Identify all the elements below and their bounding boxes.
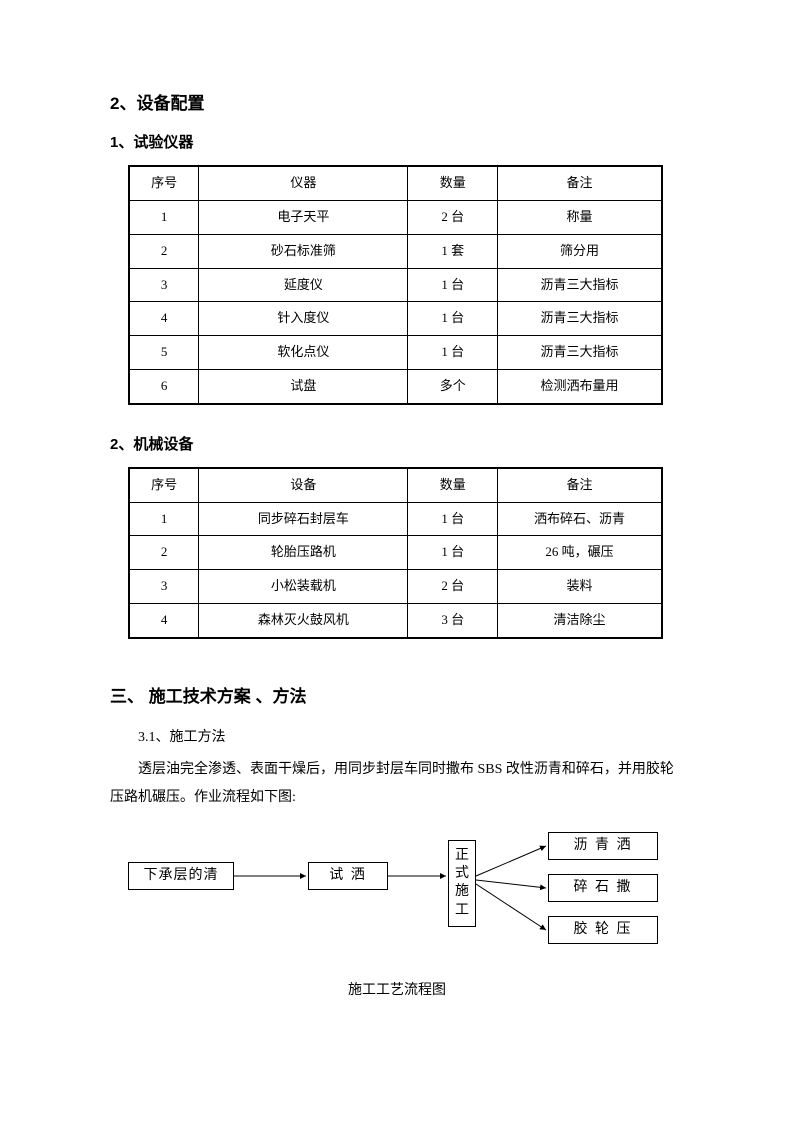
table-cell: 4 [129, 603, 199, 637]
table-cell: 清洁除尘 [498, 603, 662, 637]
table-cell: 小松装载机 [199, 570, 408, 604]
table-cell: 1 台 [408, 268, 498, 302]
table-cell: 沥青三大指标 [498, 302, 662, 336]
table-header-cell: 序号 [129, 166, 199, 200]
flow-out-3: 胶 轮 压 [548, 916, 658, 944]
table-cell: 砂石标准筛 [199, 234, 408, 268]
subsection-2-2-title: 2、机械设备 [110, 433, 684, 457]
table-header-cell: 备注 [498, 166, 662, 200]
table-row: 2轮胎压路机1 台26 吨，碾压 [129, 536, 662, 570]
table-row: 3延度仪1 台沥青三大指标 [129, 268, 662, 302]
table-cell: 1 台 [408, 302, 498, 336]
flow-out-1: 沥 青 洒 [548, 832, 658, 860]
table-cell: 多个 [408, 369, 498, 403]
table-cell: 电子天平 [199, 200, 408, 234]
table-cell: 1 套 [408, 234, 498, 268]
table-cell: 筛分用 [498, 234, 662, 268]
table-header-cell: 备注 [498, 468, 662, 502]
table-cell: 1 [129, 200, 199, 234]
table-header-cell: 数量 [408, 166, 498, 200]
table-row: 5软化点仪1 台沥青三大指标 [129, 336, 662, 370]
flow-out-2: 碎 石 撒 [548, 874, 658, 902]
section3-title: 三、 施工技术方案 、方法 [110, 683, 684, 710]
table-row: 1同步碎石封层车1 台洒布碎石、沥青 [129, 502, 662, 536]
table-cell: 2 [129, 234, 199, 268]
table-header-cell: 设备 [199, 468, 408, 502]
table-cell: 3 [129, 268, 199, 302]
table-equipment: 序号设备数量备注1同步碎石封层车1 台洒布碎石、沥青2轮胎压路机1 台26 吨，… [128, 467, 663, 639]
table-cell: 3 台 [408, 603, 498, 637]
flow-node-3: 正式施工 [448, 840, 476, 927]
table-cell: 同步碎石封层车 [199, 502, 408, 536]
table-row: 4森林灭火鼓风机3 台清洁除尘 [129, 603, 662, 637]
table-header-cell: 序号 [129, 468, 199, 502]
table-cell: 4 [129, 302, 199, 336]
table-header-cell: 数量 [408, 468, 498, 502]
section3-paragraph: 透层油完全渗透、表面干燥后，用同步封层车同时撒布 SBS 改性沥青和碎石，并用胶… [110, 756, 684, 812]
table-cell: 沥青三大指标 [498, 336, 662, 370]
section2-title: 2、设备配置 [110, 90, 684, 117]
flowchart: 下承层的清 试 洒 正式施工 沥 青 洒 碎 石 撒 胶 轮 压 [118, 822, 678, 962]
table-cell: 沥青三大指标 [498, 268, 662, 302]
flow-node-2: 试 洒 [308, 862, 388, 890]
table-cell: 延度仪 [199, 268, 408, 302]
table-cell: 26 吨，碾压 [498, 536, 662, 570]
table-cell: 2 台 [408, 200, 498, 234]
table-cell: 轮胎压路机 [199, 536, 408, 570]
table-row: 6试盘多个检测洒布量用 [129, 369, 662, 403]
table-cell: 1 台 [408, 502, 498, 536]
table-row: 1电子天平2 台称量 [129, 200, 662, 234]
table-cell: 2 [129, 536, 199, 570]
flow-node-1: 下承层的清 [128, 862, 234, 890]
table-cell: 1 台 [408, 536, 498, 570]
flowchart-caption: 施工工艺流程图 [110, 980, 684, 1002]
subsection-3-1-title: 3.1、施工方法 [110, 724, 684, 752]
table-row: 2砂石标准筛1 套筛分用 [129, 234, 662, 268]
table-cell: 称量 [498, 200, 662, 234]
table-cell: 3 [129, 570, 199, 604]
table-cell: 6 [129, 369, 199, 403]
table-cell: 洒布碎石、沥青 [498, 502, 662, 536]
table-header-row: 序号设备数量备注 [129, 468, 662, 502]
table-instruments: 序号仪器数量备注1电子天平2 台称量2砂石标准筛1 套筛分用3延度仪1 台沥青三… [128, 165, 663, 405]
table-cell: 1 台 [408, 336, 498, 370]
table-cell: 软化点仪 [199, 336, 408, 370]
table-cell: 森林灭火鼓风机 [199, 603, 408, 637]
table-cell: 5 [129, 336, 199, 370]
table-row: 4针入度仪1 台沥青三大指标 [129, 302, 662, 336]
table-header-cell: 仪器 [199, 166, 408, 200]
table-cell: 试盘 [199, 369, 408, 403]
subsection-2-1-title: 1、试验仪器 [110, 131, 684, 155]
table-cell: 装料 [498, 570, 662, 604]
table-row: 3小松装载机2 台装料 [129, 570, 662, 604]
table-header-row: 序号仪器数量备注 [129, 166, 662, 200]
table-cell: 2 台 [408, 570, 498, 604]
table-cell: 检测洒布量用 [498, 369, 662, 403]
table-cell: 1 [129, 502, 199, 536]
table-cell: 针入度仪 [199, 302, 408, 336]
